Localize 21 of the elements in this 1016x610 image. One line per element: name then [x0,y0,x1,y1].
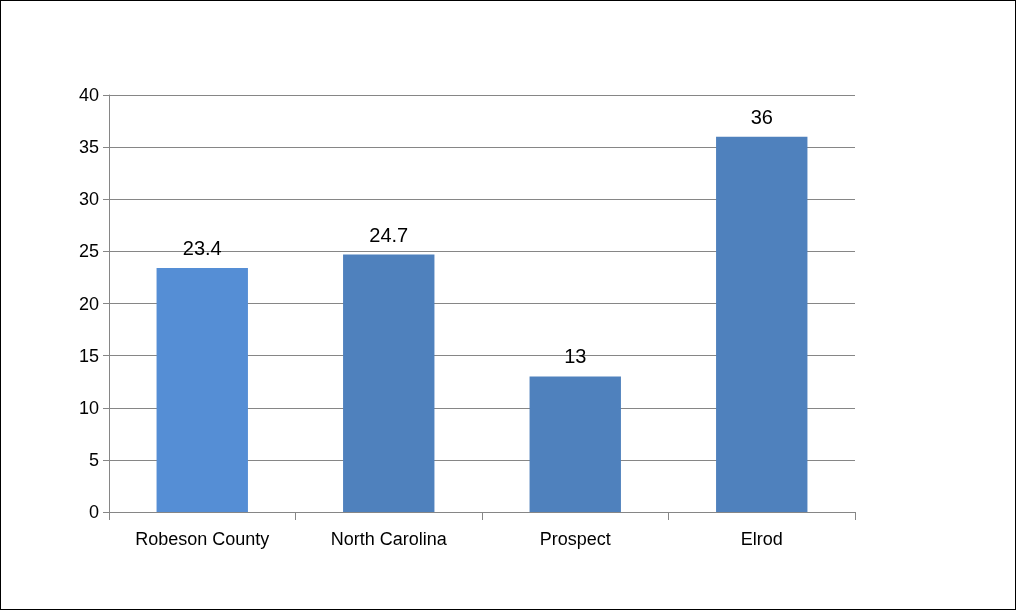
x-tick-label: Robeson County [135,529,270,549]
y-tick-label: 5 [88,449,99,470]
y-tick-label: 0 [88,502,99,522]
y-tick-label: 40 [78,85,99,105]
y-tick-label: 15 [78,345,99,366]
y-tick-label: 35 [78,137,99,158]
y-tick-label: 30 [78,189,99,210]
x-tick-label: North Carolina [330,529,448,549]
y-tick-label: 10 [78,397,99,418]
bar [343,254,435,512]
data-label: 36 [750,105,773,128]
y-tick-label: 25 [78,241,99,262]
bar [716,136,808,512]
y-tick-label: 20 [78,293,99,314]
x-tick-label: Elrod [740,529,783,549]
data-label: 24.7 [369,223,409,246]
bar [156,268,248,512]
bar [529,376,621,512]
data-label: 23.4 [182,237,222,260]
data-label: 13 [564,345,587,368]
x-tick-label: Prospect [539,529,611,549]
